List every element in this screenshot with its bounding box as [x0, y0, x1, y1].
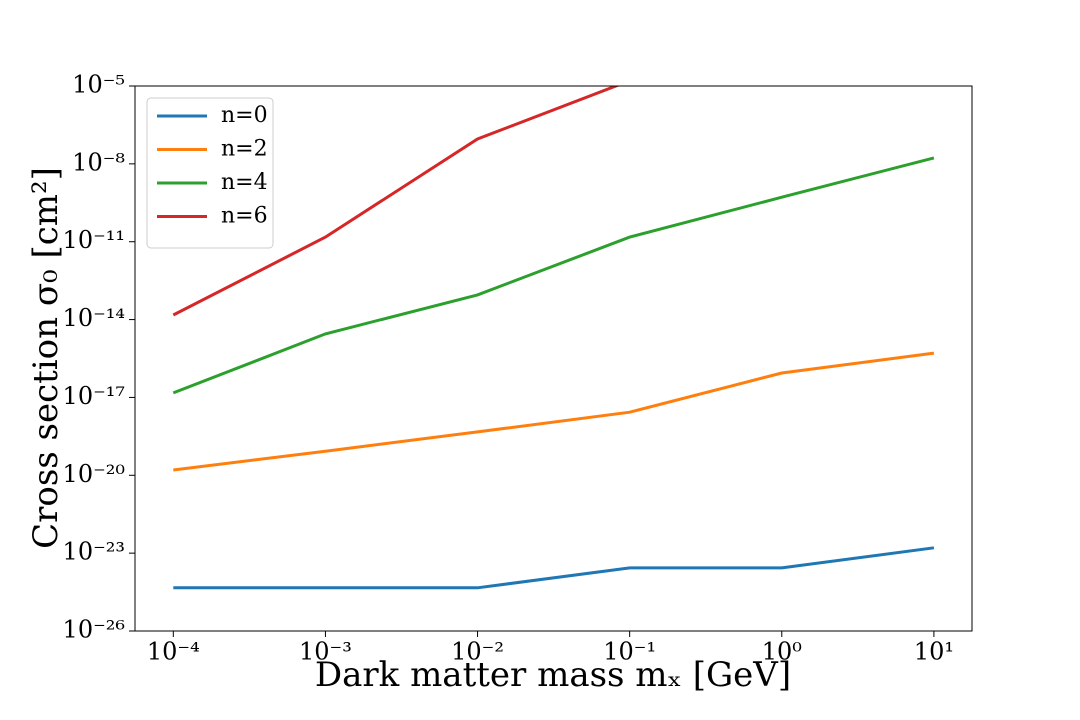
y-tick-label: 10⁻¹⁴ — [63, 304, 125, 332]
x-tick-label: 10⁻³ — [299, 638, 352, 666]
series-line — [172, 156, 935, 395]
legend-box — [146, 97, 274, 249]
y-axis-label: Cross section σ₀ [cm²] — [26, 167, 66, 549]
plot-lines — [172, 86, 935, 590]
series-line — [172, 86, 621, 317]
x-axis-label: Dark matter mass mₓ [GeV] — [315, 655, 791, 695]
y-tick-label: 10⁻²³ — [63, 538, 125, 566]
x-tick-label: 10¹ — [914, 638, 954, 666]
legend-label: n=4 — [221, 170, 268, 195]
y-tick-label: 10⁻⁸ — [72, 148, 125, 176]
x-tick-label: 10⁰ — [762, 638, 802, 666]
x-tick-label: 10⁻¹ — [603, 638, 656, 666]
legend-label: n=2 — [221, 137, 268, 162]
legend-label: n=0 — [221, 103, 268, 128]
y-tick-label: 10⁻²⁶ — [63, 616, 125, 644]
y-tick-label: 10⁻¹¹ — [63, 226, 125, 254]
legend-label: n=6 — [221, 204, 268, 229]
x-tick-label: 10⁻² — [451, 638, 504, 666]
y-tick-label: 10⁻²⁰ — [63, 460, 125, 488]
series-line — [173, 351, 935, 472]
plot-frame — [134, 85, 973, 632]
y-tick-label: 10⁻¹⁷ — [63, 382, 125, 410]
y-tick-label: 10⁻⁵ — [72, 71, 125, 99]
x-tick-label: 10⁻⁴ — [147, 638, 200, 666]
series-line — [173, 546, 935, 590]
